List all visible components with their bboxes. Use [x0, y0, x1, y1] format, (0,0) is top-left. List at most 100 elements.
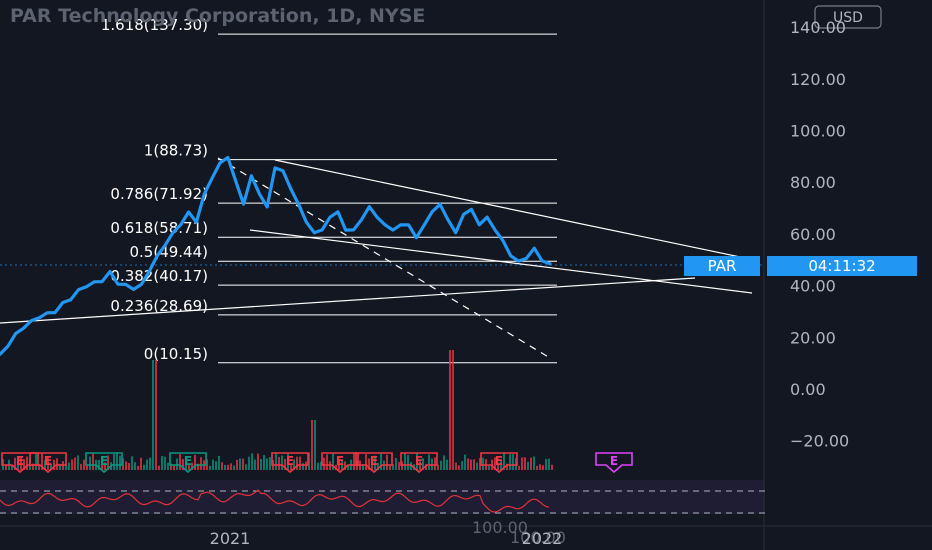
volume-bar: [335, 464, 337, 470]
volume-bar: [248, 456, 250, 470]
volume-bar: [77, 455, 79, 470]
volume-bar: [467, 458, 469, 470]
price-scale[interactable]: 140.00 120.00 100.00 80.00 60.00 40.00 20.00 0.…: [790, 18, 849, 451]
volume-bar: [173, 464, 175, 470]
volume-bar: [497, 464, 499, 470]
earnings-marker-frame[interactable]: [480, 452, 518, 474]
fib-level-label: 1.618(137.30): [101, 16, 208, 34]
earnings-marker-label: E: [370, 454, 378, 468]
volume-bar: [323, 457, 325, 470]
volume-bar: [164, 456, 166, 470]
channel-lower-line[interactable]: [249, 229, 753, 294]
volume-bar: [452, 350, 454, 470]
time-scale[interactable]: 2021 2022: [210, 529, 563, 548]
volume-bar: [458, 465, 460, 470]
price-scale-label: 0.00: [790, 380, 826, 399]
earnings-marker-label: E: [100, 454, 108, 468]
volume-bar: [422, 458, 424, 470]
symbol-tag[interactable]: PAR 04:11:32: [684, 256, 917, 276]
volume-bar: [35, 452, 37, 470]
price-scale-label: 140.00: [790, 18, 846, 37]
volume-bar: [140, 457, 142, 470]
fib-level-label: 1(88.73): [144, 142, 208, 160]
volume-bar: [143, 464, 145, 470]
earnings-marker-frame[interactable]: [1, 452, 39, 474]
volume-bar: [149, 457, 151, 470]
volume-bar: [134, 462, 136, 470]
volume-bar: [236, 459, 238, 470]
volume-bar: [494, 457, 496, 470]
volume-bar: [371, 461, 373, 470]
earnings-marker-frame[interactable]: [271, 452, 309, 474]
volume-bar: [47, 456, 49, 470]
volume-bar: [65, 464, 67, 470]
volume-bar: [440, 460, 442, 470]
currency-box[interactable]: [814, 5, 882, 29]
earnings-marker-frame[interactable]: [400, 452, 438, 474]
channel-upper-line[interactable]: [274, 159, 746, 259]
volume-bar: [212, 459, 214, 470]
chart-title: PAR Technology Corporation, 1D, NYSE: [10, 5, 425, 27]
volume-bar: [83, 459, 85, 470]
volume-bar: [281, 455, 283, 470]
earnings-marker-frame[interactable]: [355, 452, 393, 474]
volume-bar: [482, 457, 484, 470]
volume-bar: [113, 453, 115, 470]
volume-bar: [128, 462, 130, 470]
volume-bar: [299, 456, 301, 470]
fib-level-label: 0.786(71.92): [110, 185, 208, 203]
currency-label[interactable]: USD: [833, 10, 863, 26]
price-scale-label: 120.00: [790, 70, 846, 89]
volume-bar: [71, 459, 73, 470]
volume-bar: [209, 465, 211, 470]
volume-bar: [293, 459, 295, 470]
volume-bar: [521, 457, 523, 470]
volume-bar: [341, 460, 343, 470]
volume-bar: [449, 350, 451, 470]
volume-bar: [308, 452, 310, 470]
earnings-marker-frame[interactable]: [321, 452, 359, 474]
volume-bar: [461, 461, 463, 470]
earnings-marker-frame[interactable]: [595, 452, 633, 474]
earnings-marker-frame[interactable]: [85, 452, 123, 474]
volume-bar: [239, 458, 241, 470]
ascending-trendline[interactable]: [0, 277, 696, 324]
volume-bar: [407, 454, 409, 470]
volume-bar: [503, 452, 505, 470]
volume-bar: [224, 464, 226, 470]
volume-bar: [404, 453, 406, 470]
price-scale-label: 80.00: [790, 173, 836, 192]
volume-bar: [56, 458, 58, 470]
price-series-line[interactable]: [0, 155, 552, 356]
earnings-marker-frame[interactable]: [169, 452, 207, 474]
volume-bar: [122, 458, 124, 470]
volume-bar: [512, 454, 514, 470]
volume-bar: [416, 452, 418, 470]
volume-bar: [86, 465, 88, 470]
volume-bar: [74, 457, 76, 470]
earnings-marker-label: E: [184, 454, 192, 468]
volume-bar: [398, 462, 400, 470]
volume-bar: [50, 463, 52, 470]
volume-bar: [278, 456, 280, 470]
volume-bar: [317, 462, 319, 470]
rsi-scale-label-2: 100.00: [510, 528, 566, 547]
volume-bar: [179, 454, 181, 470]
volume-bar: [338, 459, 340, 470]
earnings-marker-label: E: [415, 454, 423, 468]
volume-bar: [524, 457, 526, 470]
price-scale-label: −20.00: [790, 432, 849, 451]
earnings-marker-frame[interactable]: [29, 452, 67, 474]
volume-bar: [347, 465, 349, 470]
price-scale-label: 20.00: [790, 328, 836, 347]
volume-bar: [302, 463, 304, 470]
volume-bar: [245, 464, 247, 470]
volume-bar: [170, 463, 172, 470]
volume-bar: [197, 463, 199, 470]
earnings-marker-label: E: [16, 454, 24, 468]
volume-bar: [167, 462, 169, 470]
volume-bar: [533, 456, 535, 470]
volume-bar: [362, 464, 364, 470]
